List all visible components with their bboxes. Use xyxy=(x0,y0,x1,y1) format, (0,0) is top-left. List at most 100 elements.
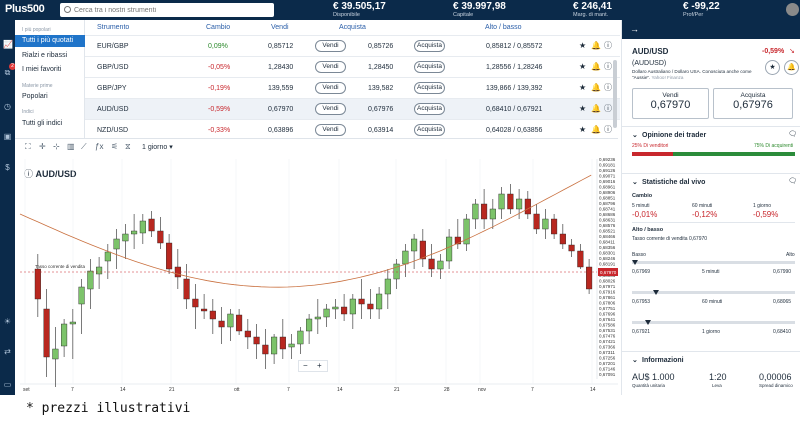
sell-button[interactable]: Vendi xyxy=(315,103,346,115)
collapse-chevron-icon[interactable]: ⌄ xyxy=(632,357,638,364)
buy-button[interactable]: Acquista xyxy=(414,82,445,94)
bell-icon[interactable]: 🔔 xyxy=(591,83,601,92)
table-row[interactable]: GBP/USD -0,05% 1,28430 Vendi 1,28450 Acquista… xyxy=(85,56,620,77)
bell-icon[interactable]: 🔔 xyxy=(591,62,601,71)
bell-icon[interactable]: 🔔 xyxy=(591,125,601,134)
arrow-right-icon[interactable]: → xyxy=(630,24,639,34)
info-icon[interactable]: ⓘ xyxy=(604,83,612,92)
buy-button[interactable]: Acquista xyxy=(414,40,445,52)
star-icon[interactable]: ★ xyxy=(579,125,587,134)
positions-icon[interactable]: ⧉ xyxy=(4,68,11,77)
y-tick-label: 0,68191 xyxy=(599,262,616,267)
sidebar-item-top-quoted[interactable]: Tutti i più quotati xyxy=(22,37,74,44)
candle-body xyxy=(43,308,50,358)
candle-body xyxy=(148,218,155,232)
buy-button[interactable]: Acquista xyxy=(414,61,445,73)
buy-button[interactable]: Acquista xyxy=(414,124,445,136)
sidebar-item-favorites[interactable]: I miei favoriti xyxy=(22,66,62,73)
instrument-name: GBP/USD xyxy=(97,64,129,71)
star-icon[interactable]: ★ xyxy=(579,62,587,71)
trader-opinion-section: ⌄ Opinione dei trader 🗨 25% Di venditori… xyxy=(622,126,800,174)
bell-icon[interactable]: 🔔 xyxy=(591,104,601,113)
sell-button[interactable]: Vendi xyxy=(315,40,346,52)
change-value: -0,12% xyxy=(692,210,718,219)
chart-line-icon[interactable]: 📈 xyxy=(3,40,13,49)
y-tick-label: 0,67751 xyxy=(599,306,616,311)
zoom-in-button[interactable]: + xyxy=(317,361,322,370)
candle-body xyxy=(419,240,426,260)
candle-body xyxy=(34,268,41,300)
collapse-chevron-icon[interactable]: ⌄ xyxy=(632,179,638,186)
search-box[interactable] xyxy=(60,3,274,17)
sidebar-item-all-indices[interactable]: Tutti gli indici xyxy=(22,120,63,127)
table-row[interactable]: EUR/GBP 0,09% 0,85712 Vendi 0,85726 Acquista 0… xyxy=(85,35,620,56)
indicator-fx-icon[interactable]: ƒx xyxy=(95,142,104,151)
panel-code: (AUDUSD) xyxy=(632,60,667,67)
candle-body xyxy=(87,270,94,290)
info-icon[interactable]: ⓘ xyxy=(604,104,612,113)
chat-icon[interactable]: ▭ xyxy=(3,380,12,389)
y-tick-label: 0,67531 xyxy=(599,328,616,333)
sidebar-item-popular[interactable]: Popolari xyxy=(22,93,48,100)
bell-icon[interactable]: 🔔 xyxy=(591,41,601,50)
section-caption: Indici xyxy=(22,109,34,115)
chart-symbol-title: ⓘ AUD/USD xyxy=(24,169,77,179)
info-icon[interactable]: ⓘ xyxy=(604,62,612,71)
y-tick-label: 0,68796 xyxy=(599,201,616,206)
crosshair-icon[interactable]: ✛ xyxy=(39,142,46,151)
chat-bubble-icon[interactable]: 🗨 xyxy=(788,178,797,185)
column-header: Alto / basso xyxy=(485,24,522,31)
buy-button[interactable]: Acquista 0,67976 xyxy=(713,88,793,119)
x-tick-label: ott xyxy=(234,387,240,393)
indicators-icon[interactable]: ⚟ xyxy=(111,142,119,151)
dollar-icon[interactable]: $ xyxy=(5,163,10,172)
collapse-chevron-icon[interactable]: ⌄ xyxy=(632,132,638,139)
range-low: 0,67953 xyxy=(632,299,651,305)
brightness-icon[interactable]: ☀ xyxy=(3,317,12,326)
bell-icon[interactable]: 🔔 xyxy=(784,60,799,75)
measure-icon[interactable]: ⊹ xyxy=(53,142,60,151)
candlestick-canvas[interactable]: 0,692360,691810,691260,690710,690160,689… xyxy=(15,139,618,396)
y-tick-label: 0,68521 xyxy=(599,229,616,234)
table-scrollbar[interactable] xyxy=(613,60,617,128)
sell-button[interactable]: Vendi 0,67970 xyxy=(632,88,709,119)
x-tick-label: set xyxy=(23,387,30,393)
sell-button[interactable]: Vendi xyxy=(315,124,346,136)
candle-body xyxy=(306,318,313,332)
table-row[interactable]: NZD/USD -0,33% 0,63896 Vendi 0,63914 Acquista… xyxy=(85,119,620,140)
candle-body xyxy=(542,218,549,230)
sell-button[interactable]: Vendi xyxy=(315,82,346,94)
star-icon[interactable]: ★ xyxy=(579,41,587,50)
star-icon[interactable]: ★ xyxy=(765,60,780,75)
fullscreen-icon[interactable]: ⛶ xyxy=(25,142,31,151)
sell-button[interactable]: Vendi xyxy=(315,61,346,73)
transfer-icon[interactable]: ⇄ xyxy=(4,347,11,356)
timeframe-icon[interactable]: ⧖ xyxy=(125,142,131,151)
buy-button[interactable]: Acquista xyxy=(414,103,445,115)
search-input[interactable] xyxy=(74,4,269,16)
table-row[interactable]: AUD/USD -0,59% 0,67970 Vendi 0,67976 Acquista… xyxy=(85,98,620,119)
stat-margin: € 246,41 Marg. di mant. xyxy=(573,1,612,18)
avatar[interactable] xyxy=(786,3,799,16)
candle-body xyxy=(157,230,164,244)
sell-price-cell: 1,28430 xyxy=(268,64,294,71)
info-icon[interactable]: ⓘ xyxy=(604,41,612,50)
star-icon[interactable]: ★ xyxy=(579,83,587,92)
sidebar-item-rises-falls[interactable]: Rialzi e ribassi xyxy=(22,52,68,59)
section-caption: I più popolari xyxy=(22,27,51,33)
instrument-name: GBP/JPY xyxy=(97,85,127,92)
info-icon[interactable]: ⓘ xyxy=(604,125,612,134)
change-cell: -0,59% xyxy=(208,106,231,113)
candle-body xyxy=(288,343,295,348)
timeframe-selector[interactable]: 1 giorno ▾ xyxy=(142,144,173,151)
zoom-out-button[interactable]: − xyxy=(303,361,308,370)
candle-type-icon[interactable]: ▥ xyxy=(67,142,75,151)
star-icon[interactable]: ★ xyxy=(579,104,587,113)
table-row[interactable]: GBP/JPY -0,19% 139,559 Vendi 139,582 Acquista… xyxy=(85,77,620,98)
chat-bubble-icon[interactable]: 🗨 xyxy=(788,131,797,138)
clock-icon[interactable]: ◷ xyxy=(4,102,11,111)
briefcase-icon[interactable]: ▣ xyxy=(3,132,12,141)
info-label: Leva xyxy=(712,383,722,388)
range-bar xyxy=(632,321,795,324)
draw-line-icon[interactable]: ⟋ xyxy=(81,142,87,151)
